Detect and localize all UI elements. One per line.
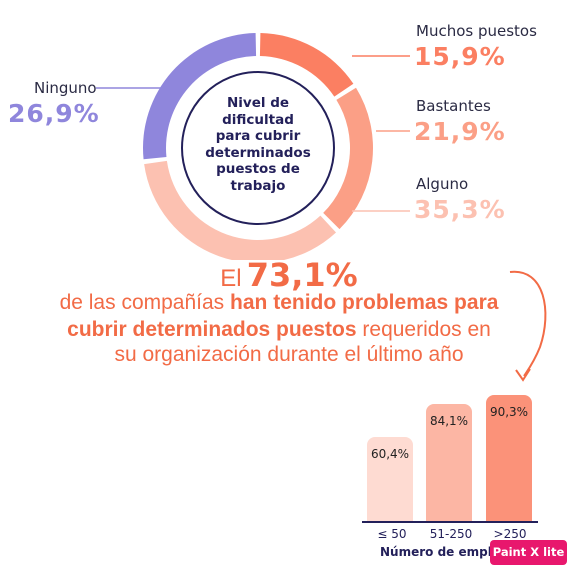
bar — [426, 403, 472, 521]
headline-value: 73,1% — [246, 256, 358, 294]
headline-text-bold: cubrir determinados puestos — [67, 318, 357, 341]
legend-label-bastantes: Bastantes — [416, 97, 491, 115]
value-label-muchos: 15,9% — [414, 42, 506, 71]
headline-text-bold: han tenido problemas para — [230, 291, 499, 314]
donut-center-label: Nivel de dificultad para cubrir determin… — [190, 95, 326, 194]
center-line: determinados — [205, 144, 311, 161]
value-label-bastantes: 21,9% — [414, 117, 506, 146]
center-line: puestos de — [216, 161, 300, 177]
headline-text: requeridos en — [362, 318, 491, 341]
value-label-ninguno: 26,9% — [8, 99, 100, 128]
donut-slice-muchos-puestos — [259, 33, 354, 97]
bar-value-label: 60,4% — [370, 446, 410, 461]
tick-label: ≤ 50 — [377, 527, 407, 541]
bar-axis-title: Número de emple — [380, 545, 500, 559]
headline-text: de las compañías — [59, 291, 225, 314]
tick-label: >250 — [493, 527, 527, 541]
donut-center-ring — [181, 71, 335, 225]
center-line: trabajo — [230, 177, 286, 194]
center-line: dificultad — [222, 111, 294, 128]
bar — [486, 395, 532, 521]
legend-label-muchos: Muchos puestos — [416, 22, 537, 40]
bar-axis-line — [362, 521, 538, 523]
donut-slice-ninguno — [143, 33, 257, 160]
bar-value-label: 90,3% — [489, 405, 529, 419]
donut-slice-alguno — [144, 160, 337, 260]
value-label-alguno: 35,3% — [414, 195, 506, 224]
paint-x-lite-badge[interactable]: Paint X lite — [490, 540, 567, 565]
tick-label: 51-250 — [429, 527, 473, 541]
center-line: Nivel de — [226, 95, 290, 111]
headline-value-line: El 73,1% — [0, 256, 578, 294]
donut-chart — [96, 33, 410, 260]
bar-value-label: 84,1% — [429, 413, 469, 428]
headline-prefix: El — [220, 265, 242, 292]
donut-slice-bastantes — [323, 87, 373, 230]
headline-line-3: su organización durante el último año — [114, 343, 464, 366]
legend-label-alguno: Alguno — [416, 175, 469, 193]
headline-line-1: de las compañías han tenido problemas pa… — [0, 291, 568, 315]
headline-line-2: cubrir determinados puestos requeridos e… — [0, 318, 568, 342]
center-line: para cubrir — [215, 128, 301, 144]
legend-label-ninguno: Ninguno — [34, 79, 97, 97]
curved-arrow-icon — [509, 270, 547, 382]
bar — [367, 436, 413, 521]
